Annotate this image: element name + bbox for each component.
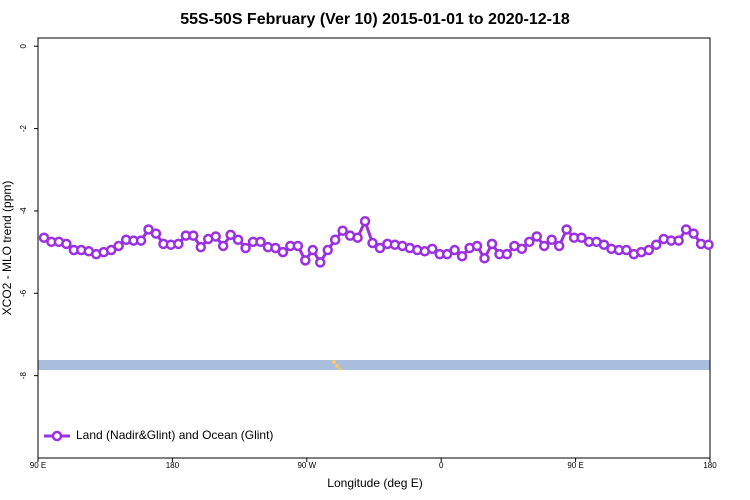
data-point xyxy=(643,244,655,256)
data-point xyxy=(352,232,363,243)
data-point xyxy=(210,231,221,242)
data-point xyxy=(441,248,453,260)
land-dot xyxy=(332,360,336,364)
data-point xyxy=(38,232,50,243)
data-point xyxy=(516,243,528,255)
x-tick-label: 90 E xyxy=(567,461,583,470)
y-tick-label: 0 xyxy=(19,43,28,48)
data-point xyxy=(471,240,483,252)
data-point xyxy=(449,244,460,256)
data-point xyxy=(322,244,333,256)
land-dot xyxy=(335,364,339,368)
data-point xyxy=(538,240,550,252)
data-point xyxy=(688,228,699,239)
data-point xyxy=(553,240,565,252)
data-point xyxy=(143,224,154,235)
data-point xyxy=(277,246,289,258)
x-tick-label: 180 xyxy=(703,461,717,470)
data-point xyxy=(255,236,266,248)
y-tick-label: -6 xyxy=(19,289,28,297)
data-point xyxy=(561,224,572,235)
data-point xyxy=(173,238,184,250)
data-point xyxy=(337,225,348,236)
data-point xyxy=(292,240,304,252)
data-point xyxy=(195,241,207,253)
y-axis-label: XCO2 - MLO trend (ppm) xyxy=(0,181,14,316)
legend-marker xyxy=(51,430,63,442)
data-point xyxy=(650,239,662,250)
y-tick-label: -4 xyxy=(19,207,28,215)
data-point xyxy=(300,255,311,266)
data-point xyxy=(113,240,124,252)
data-point xyxy=(105,244,117,256)
data-point xyxy=(621,244,632,256)
data-point xyxy=(225,229,236,241)
data-point xyxy=(680,224,692,235)
data-point xyxy=(598,239,610,250)
data-point xyxy=(329,234,341,246)
data-point xyxy=(703,239,714,250)
data-point xyxy=(188,230,199,241)
x-tick-label: 90 W xyxy=(297,461,316,470)
y-tick-label: -2 xyxy=(19,124,28,132)
data-point xyxy=(270,242,281,254)
chart-title: 55S-50S February (Ver 10) 2015-01-01 to … xyxy=(180,11,570,28)
data-point xyxy=(456,250,468,262)
x-tick-label: 90 E xyxy=(30,461,46,470)
land-band xyxy=(38,360,710,370)
data-point xyxy=(367,237,378,249)
data-point xyxy=(486,238,498,250)
x-axis-label: Longitude (deg E) xyxy=(327,476,422,490)
data-point xyxy=(135,235,147,246)
data-point xyxy=(61,238,72,250)
legend-label: Land (Nadir&Glint) and Ocean (Glint) xyxy=(76,428,273,442)
data-point xyxy=(217,240,229,252)
land-dot xyxy=(338,367,342,371)
data-point xyxy=(531,231,543,242)
data-point xyxy=(359,215,371,227)
data-point xyxy=(576,232,587,243)
data-point xyxy=(673,235,684,246)
data-point xyxy=(501,248,513,260)
data-point xyxy=(314,257,326,268)
data-point xyxy=(524,236,535,248)
data-point xyxy=(240,242,251,254)
data-point xyxy=(232,234,244,246)
data-point xyxy=(546,234,557,246)
data-point xyxy=(479,253,490,264)
data-point xyxy=(374,242,386,254)
data-point xyxy=(426,243,438,255)
x-tick-label: 180 xyxy=(166,461,180,470)
y-tick-label: -8 xyxy=(19,372,28,380)
data-point xyxy=(150,228,162,239)
data-point xyxy=(307,244,319,256)
x-tick-label: 0 xyxy=(439,461,444,470)
